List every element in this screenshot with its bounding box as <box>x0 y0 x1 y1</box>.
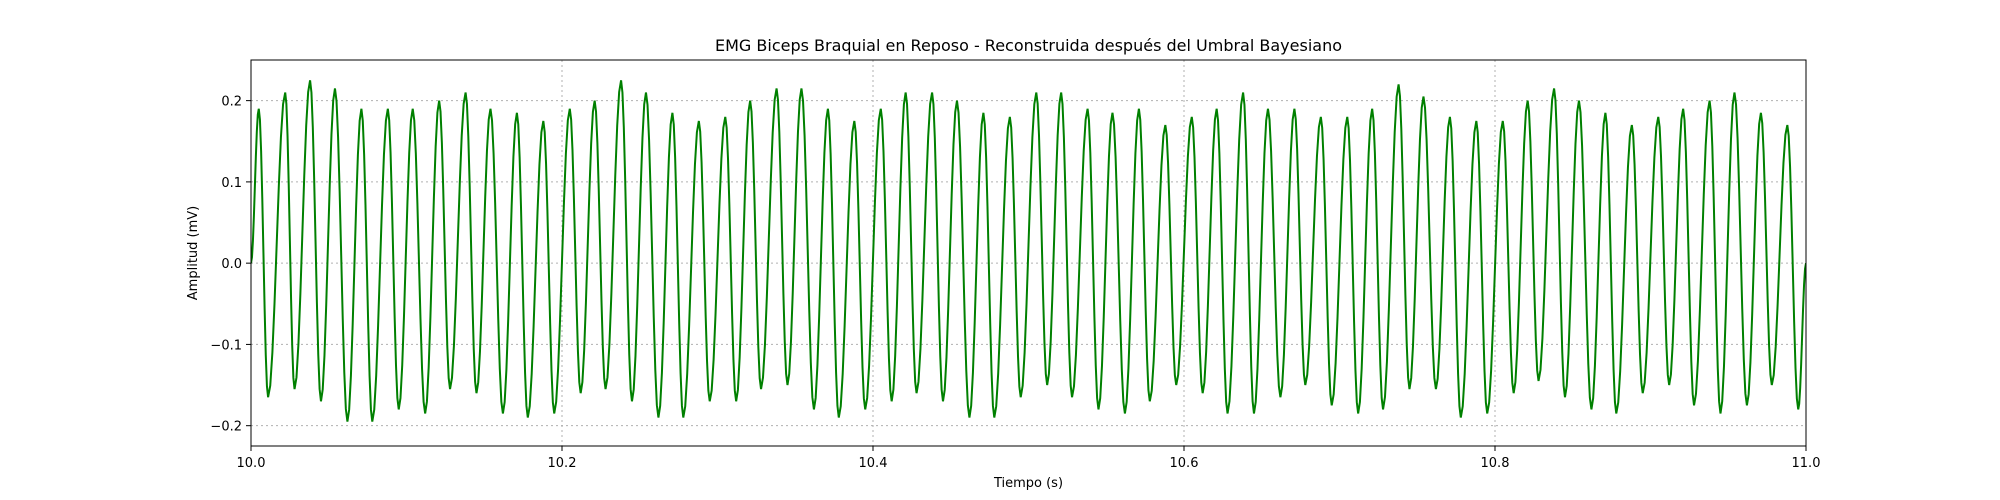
x-tick-label: 11.0 <box>1792 456 1821 471</box>
x-tick-label: 10.8 <box>1481 456 1510 471</box>
x-tick-label: 10.2 <box>548 456 577 471</box>
chart-title: EMG Biceps Braquial en Reposo - Reconstr… <box>715 36 1342 55</box>
y-tick-label: 0.2 <box>221 95 242 110</box>
y-tick-label: 0.1 <box>221 176 242 191</box>
x-tick-label: 10.6 <box>1170 456 1199 471</box>
y-tick-label: 0.0 <box>221 257 242 272</box>
x-axis-label: Tiempo (s) <box>993 476 1063 491</box>
x-tick-label: 10.4 <box>859 456 888 471</box>
y-axis-label: Amplitud (mV) <box>186 206 201 300</box>
y-tick-label: −0.1 <box>210 338 242 353</box>
axis-ticks: 10.0 10.2 10.4 10.6 10.8 11.0 −0.2 −0.1 0.0 0.1 0.… <box>210 95 1820 471</box>
emg-signal-line <box>251 80 1806 422</box>
axes-frame <box>250 59 1807 447</box>
x-tick-label: 10.0 <box>237 456 266 471</box>
plot-area <box>251 80 1806 422</box>
y-tick-label: −0.2 <box>210 420 242 435</box>
